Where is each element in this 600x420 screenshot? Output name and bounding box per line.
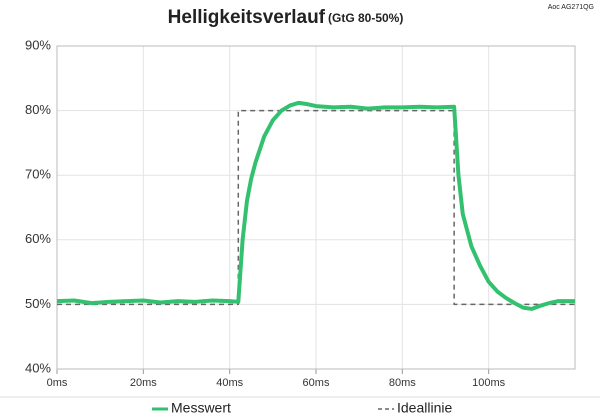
- y-tick-label: 90%: [25, 37, 51, 52]
- series-line: [57, 109, 575, 306]
- watermark: Aoc AG271QG: [548, 4, 594, 11]
- x-tick-label: 60ms: [303, 377, 330, 389]
- plot-frame: [56, 45, 576, 370]
- legend-label: Messwert: [171, 400, 231, 416]
- y-tick-label: 80%: [25, 102, 51, 117]
- x-tick-label: 0ms: [47, 377, 68, 389]
- series-line: [56, 100, 575, 311]
- x-tick-label: 100ms: [472, 377, 506, 389]
- legend-label: Ideallinie: [397, 400, 452, 416]
- chart-subtitle: (GtG 80-50%): [328, 11, 403, 25]
- x-tick-label: 40ms: [216, 377, 243, 389]
- y-tick-label: 60%: [25, 231, 51, 246]
- y-tick-label: 70%: [25, 167, 51, 182]
- y-tick-label: 40%: [25, 360, 51, 375]
- x-tick-label: 20ms: [130, 377, 157, 389]
- chart-title: Helligkeitsverlauf: [168, 7, 326, 28]
- y-tick-label: 50%: [25, 296, 51, 311]
- x-tick-label: 80ms: [389, 377, 416, 389]
